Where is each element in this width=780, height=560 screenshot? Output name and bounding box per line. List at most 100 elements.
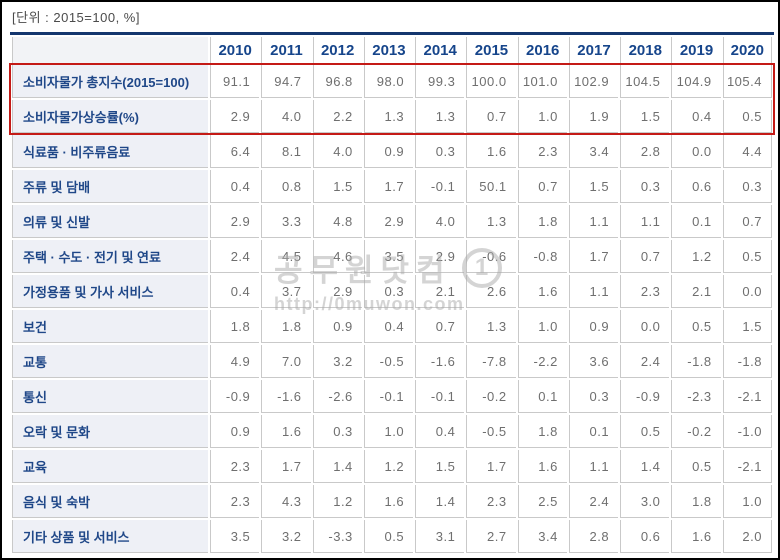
table-header: 2010 2011 2012 2013 2014 2015 2016 2017 2018 2019… — [12, 37, 772, 63]
table-cell: 4.4 — [722, 135, 772, 168]
table-cell: 1.8 — [210, 310, 260, 343]
table-cell: 2.5 — [517, 485, 567, 518]
table-cell: 98.0 — [363, 65, 414, 98]
table-cell: 1.3 — [415, 100, 465, 133]
row-label: 주택 · 수도 · 전기 및 연료 — [12, 240, 208, 273]
table-row: 보건 1.8 1.8 0.9 0.4 0.7 1.3 1.0 0.9 0.0 0.5 1.5 — [12, 310, 772, 343]
row-label: 소비자물가상승률(%) — [12, 100, 208, 133]
table-cell: 1.4 — [620, 450, 670, 483]
table-cell: 0.9 — [312, 310, 362, 343]
table-cell: 100.0 — [466, 65, 516, 98]
table-cell: 0.5 — [620, 415, 670, 448]
table-cell: 0.3 — [568, 380, 619, 413]
table-cell: 4.3 — [261, 485, 311, 518]
year-header-2010: 2010 — [210, 37, 260, 63]
table-cell: 2.6 — [466, 275, 516, 308]
table-cell: 1.1 — [568, 205, 619, 238]
table-cell: 2.8 — [620, 135, 670, 168]
table-cell: -2.1 — [722, 380, 772, 413]
table-body: 소비자물가 총지수(2015=100) 91.1 94.7 96.8 98.0 99.3 1… — [12, 65, 772, 553]
table-cell: -0.6 — [466, 240, 516, 273]
row-label: 기타 상품 및 서비스 — [12, 520, 208, 553]
table-cell: 6.4 — [210, 135, 260, 168]
table-row: 의류 및 신발 2.9 3.3 4.8 2.9 4.0 1.3 1.8 1.1 1.1 0.1 0.7 — [12, 205, 772, 238]
table-cell: -2.3 — [671, 380, 721, 413]
table-cell: 1.8 — [517, 205, 567, 238]
table-cell: 1.6 — [363, 485, 414, 518]
table-cell: 3.0 — [620, 485, 670, 518]
table-cell: -0.2 — [671, 415, 721, 448]
row-label: 교육 — [12, 450, 208, 483]
table-cell: 1.6 — [261, 415, 311, 448]
table-cell: 1.1 — [620, 205, 670, 238]
table-cell: 0.4 — [671, 100, 721, 133]
table-cell: 1.0 — [517, 310, 567, 343]
table-cell: 1.2 — [671, 240, 721, 273]
table-cell: 2.4 — [210, 240, 260, 273]
table-cell: -0.9 — [210, 380, 260, 413]
row-label: 가정용품 및 가사 서비스 — [12, 275, 208, 308]
table-cell: 2.3 — [466, 485, 516, 518]
table-cell: 2.4 — [568, 485, 619, 518]
table-cell: 0.5 — [722, 100, 772, 133]
table-cell: 0.3 — [722, 170, 772, 203]
table-cell: 3.7 — [261, 275, 311, 308]
table-cell: 1.7 — [363, 170, 414, 203]
table-cell: 0.8 — [261, 170, 311, 203]
table-cell: 0.0 — [722, 275, 772, 308]
table-cell: 2.3 — [620, 275, 670, 308]
table-cell: 1.8 — [261, 310, 311, 343]
table-cell: 4.8 — [312, 205, 362, 238]
row-label: 오락 및 문화 — [12, 415, 208, 448]
table-cell: -1.8 — [671, 345, 721, 378]
table-cell: 3.2 — [261, 520, 311, 553]
table-cell: 0.3 — [415, 135, 465, 168]
table-cell: 1.3 — [363, 100, 414, 133]
year-header-2016: 2016 — [517, 37, 567, 63]
table-cell: -0.1 — [363, 380, 414, 413]
table-cell: 94.7 — [261, 65, 311, 98]
table-row: 오락 및 문화 0.9 1.6 0.3 1.0 0.4 -0.5 1.8 0.1 0.5 -0.2-… — [12, 415, 772, 448]
table-cell: 0.6 — [671, 170, 721, 203]
table-row: 소비자물가상승률(%) 2.9 4.0 2.2 1.3 1.3 0.7 1.0 1.9 1.5 0.… — [12, 100, 772, 133]
table-row: 가정용품 및 가사 서비스 0.4 3.7 2.9 0.3 2.1 2.6 1.6 1.1 2.3… — [12, 275, 772, 308]
table-cell: -0.5 — [466, 415, 516, 448]
table-cell: -0.1 — [415, 170, 465, 203]
table-cell: 0.7 — [722, 205, 772, 238]
table-cell: 2.3 — [210, 450, 260, 483]
table-cell: 3.5 — [363, 240, 414, 273]
year-header-2019: 2019 — [671, 37, 721, 63]
year-header-2020: 2020 — [722, 37, 772, 63]
table-cell: -2.2 — [517, 345, 567, 378]
table-cell: 0.7 — [415, 310, 465, 343]
table-cell: 0.5 — [671, 450, 721, 483]
table-row: 주택 · 수도 · 전기 및 연료 2.4 4.5 4.6 3.5 2.9 -0.6 -0.8… — [12, 240, 772, 273]
row-label: 음식 및 숙박 — [12, 485, 208, 518]
table-cell: 2.9 — [210, 205, 260, 238]
table-cell: 0.3 — [363, 275, 414, 308]
year-header-2014: 2014 — [415, 37, 465, 63]
table-cell: 0.0 — [671, 135, 721, 168]
table-cell: 4.5 — [261, 240, 311, 273]
table-cell: 0.5 — [363, 520, 414, 553]
table-row: 통신 -0.9 -1.6 -2.6 -0.1 -0.1 -0.2 0.1 0.3 -0.9 -2.3… — [12, 380, 772, 413]
year-header-2015: 2015 — [466, 37, 516, 63]
table-cell: 1.7 — [568, 240, 619, 273]
table-cell: -3.3 — [312, 520, 362, 553]
table-cell: 1.7 — [466, 450, 516, 483]
table-cell: 104.5 — [620, 65, 670, 98]
table-cell: 0.6 — [620, 520, 670, 553]
table-row: 교통 4.9 7.0 3.2 -0.5 -1.6 -7.8 -2.2 3.6 2.4 -1.8 -1.… — [12, 345, 772, 378]
table-cell: 0.9 — [210, 415, 260, 448]
table-cell: 2.9 — [415, 240, 465, 273]
table-cell: 1.8 — [517, 415, 567, 448]
table-cell: 1.5 — [620, 100, 670, 133]
table-cell: 2.8 — [568, 520, 619, 553]
row-label: 주류 및 담배 — [12, 170, 208, 203]
table-cell: 1.3 — [466, 205, 516, 238]
table-cell: 1.1 — [568, 275, 619, 308]
table-cell: 105.4 — [722, 65, 772, 98]
row-label: 소비자물가 총지수(2015=100) — [12, 65, 208, 98]
table-cell: 0.3 — [312, 415, 362, 448]
table-cell: 1.5 — [415, 450, 465, 483]
